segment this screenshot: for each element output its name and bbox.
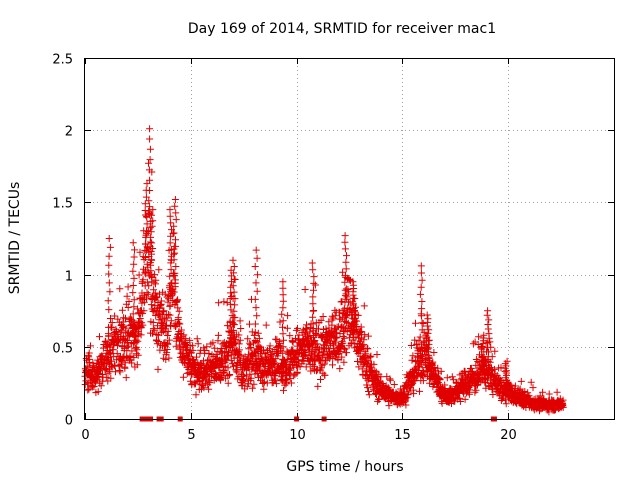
y-axis-label: SRMTID / TECUs xyxy=(7,182,23,295)
x-axis-label: GPS time / hours xyxy=(286,459,403,475)
y-tick-label: 0 xyxy=(65,414,73,429)
x-tick-label: 5 xyxy=(187,428,195,443)
y-tick-label: 2 xyxy=(65,125,73,140)
x-tick-label: 15 xyxy=(394,428,411,443)
y-tick-label: 2.5 xyxy=(52,53,73,68)
tick-labels: 0 5 10 15 20 0 0.5 1 1.5 2 2.5 xyxy=(52,53,516,444)
x-tick-label: 20 xyxy=(500,428,517,443)
y-tick-label: 1 xyxy=(65,270,73,285)
y-tick-label: 1.5 xyxy=(52,197,73,212)
x-tick-label: 10 xyxy=(289,428,306,443)
plot-frame xyxy=(84,58,615,420)
y-tick-label: 0.5 xyxy=(52,342,73,357)
x-tick-label: 0 xyxy=(81,428,89,443)
grid xyxy=(85,58,614,419)
chart-title: Day 169 of 2014, SRMTID for receiver mac… xyxy=(188,21,496,37)
